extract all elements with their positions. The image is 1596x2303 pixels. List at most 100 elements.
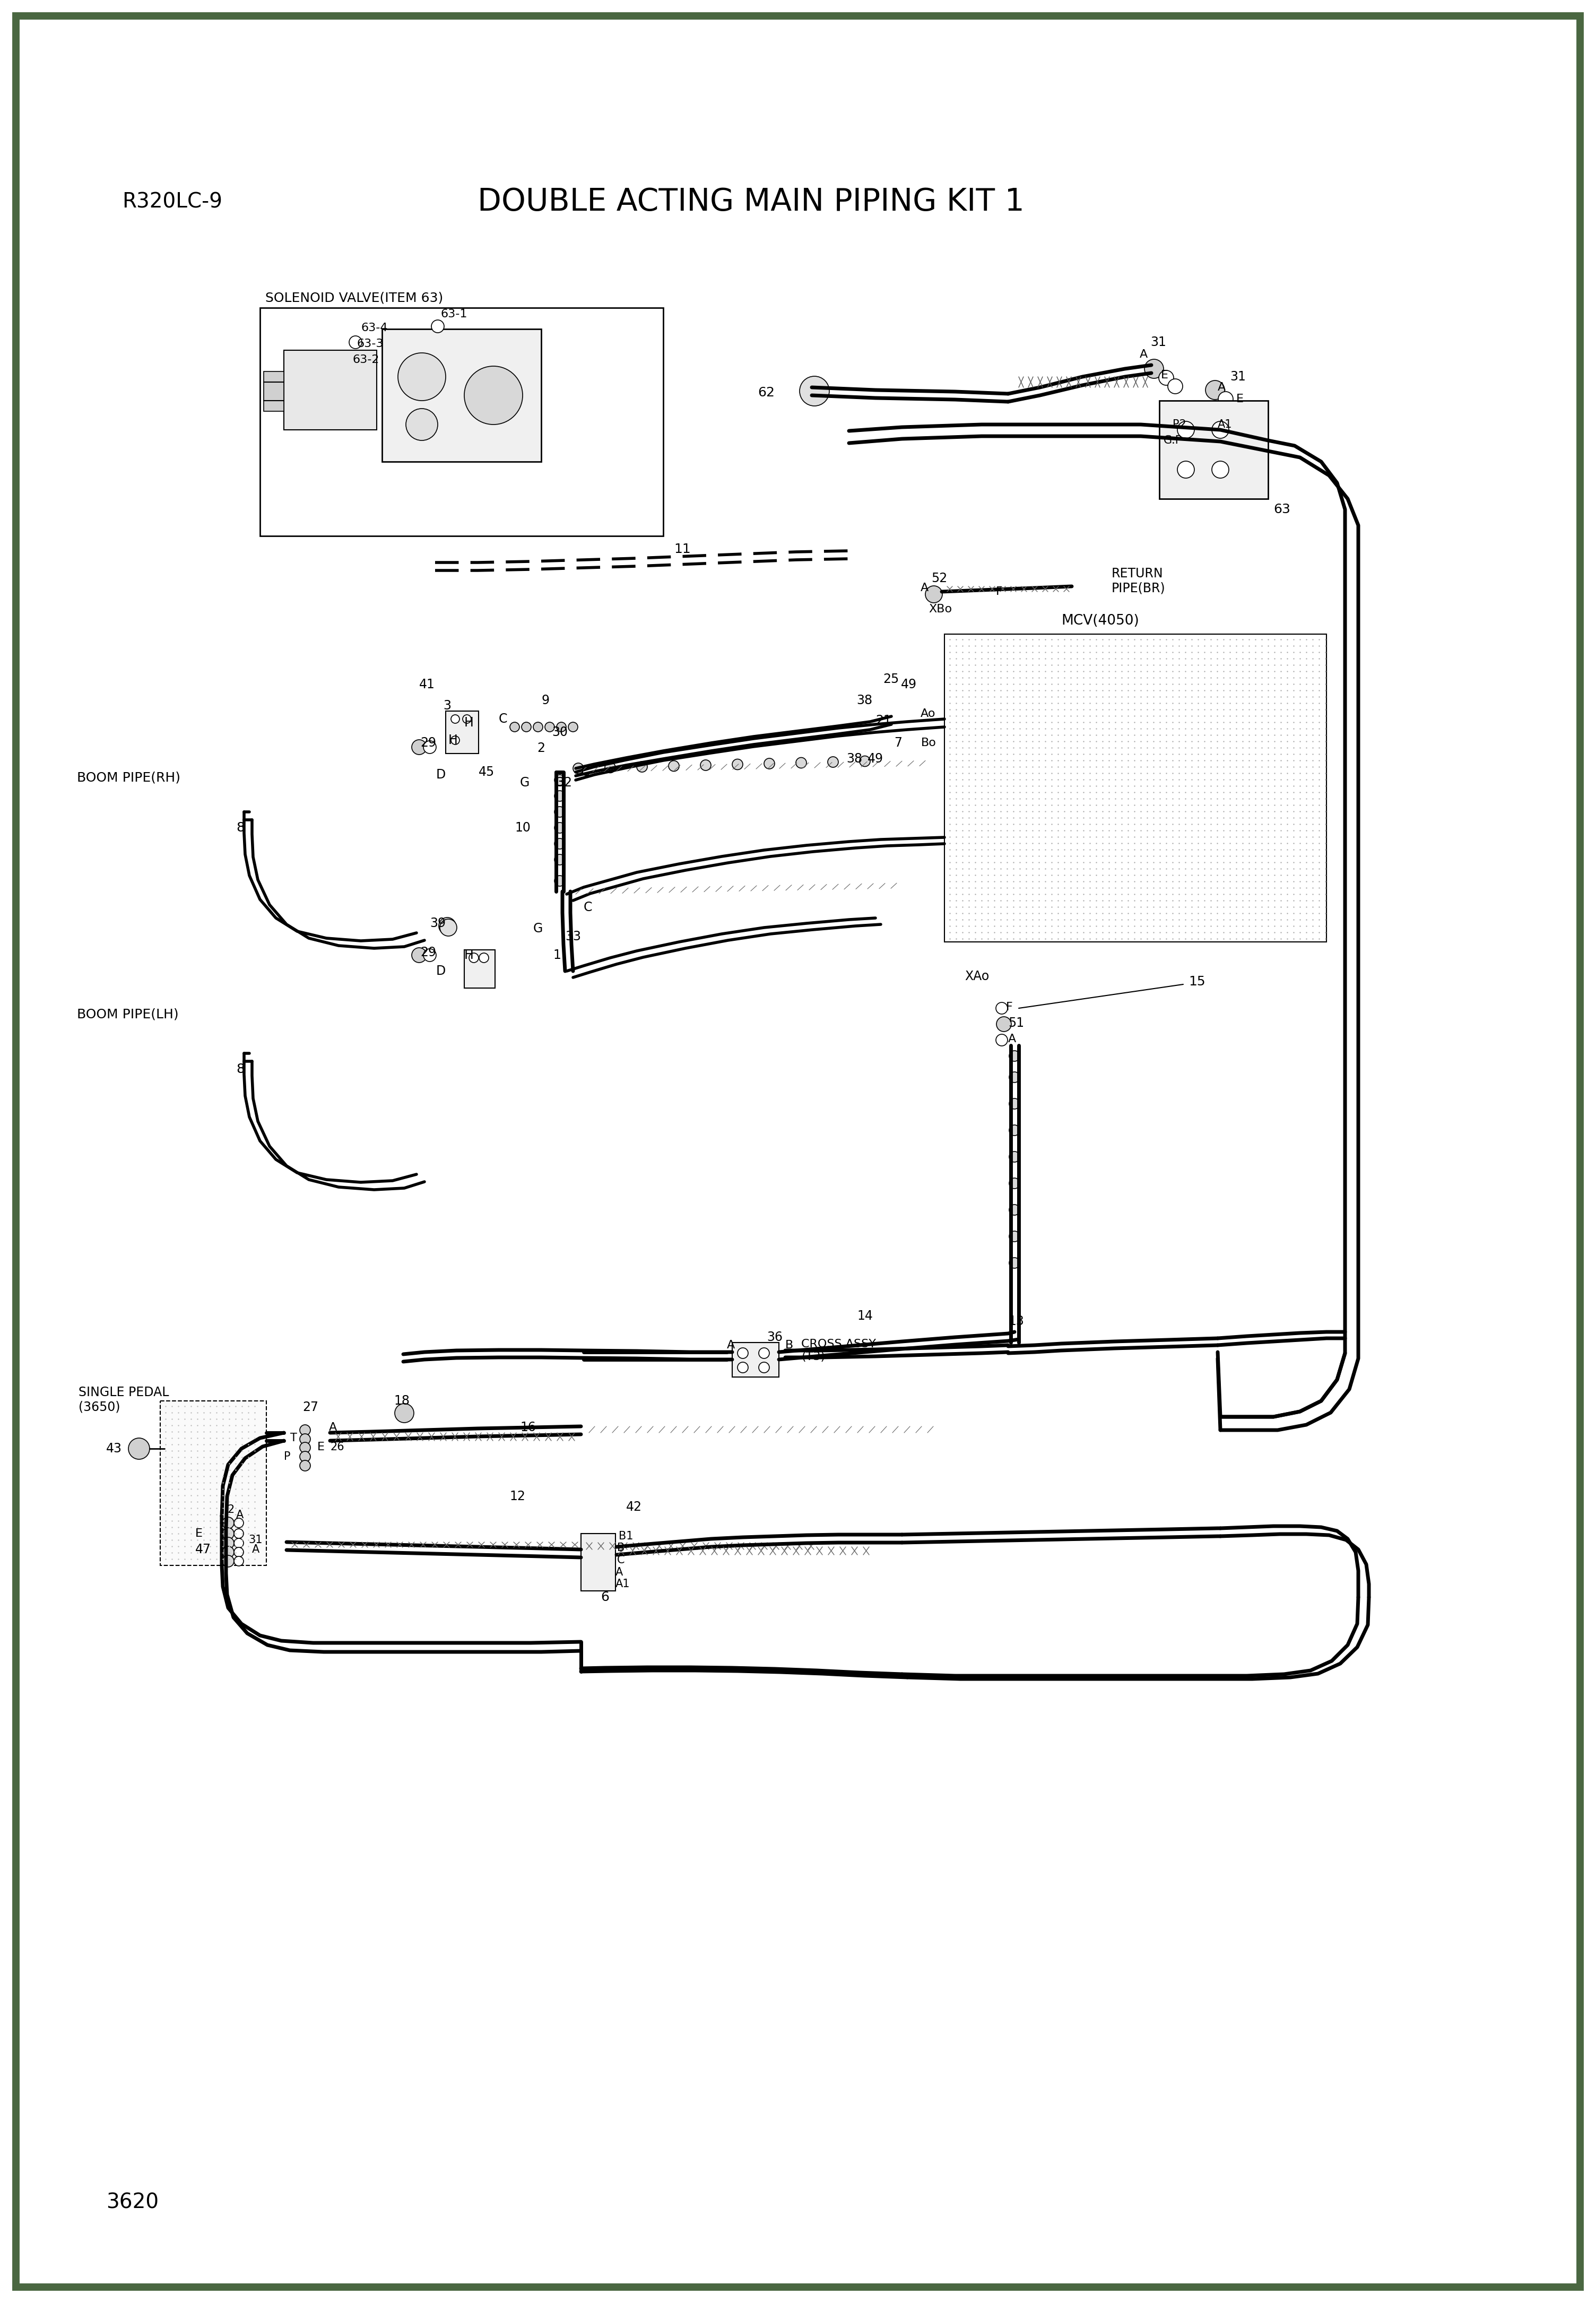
Text: 3620: 3620 xyxy=(105,2192,158,2213)
Text: D: D xyxy=(436,769,445,781)
Circle shape xyxy=(996,1016,1012,1032)
Circle shape xyxy=(350,336,362,348)
Text: C: C xyxy=(584,900,592,914)
Circle shape xyxy=(737,1361,749,1373)
Text: DOUBLE ACTING MAIN PIPING KIT 1: DOUBLE ACTING MAIN PIPING KIT 1 xyxy=(477,187,1025,216)
Circle shape xyxy=(1218,392,1234,405)
Text: 8: 8 xyxy=(236,822,244,834)
Circle shape xyxy=(554,790,565,801)
Circle shape xyxy=(828,758,838,767)
Circle shape xyxy=(452,714,460,723)
Circle shape xyxy=(300,1442,310,1453)
Circle shape xyxy=(423,742,436,753)
Text: 26: 26 xyxy=(330,1442,345,1453)
Text: E: E xyxy=(195,1529,203,1538)
Text: 1: 1 xyxy=(219,1515,225,1525)
Text: A: A xyxy=(1009,1034,1017,1043)
Circle shape xyxy=(544,723,554,732)
Text: 18: 18 xyxy=(394,1396,410,1407)
Text: 36: 36 xyxy=(766,1331,782,1343)
Circle shape xyxy=(554,822,565,834)
Text: SOLENOID VALVE(ITEM 63): SOLENOID VALVE(ITEM 63) xyxy=(265,292,444,304)
Circle shape xyxy=(1211,421,1229,438)
Text: Bo: Bo xyxy=(921,737,937,748)
Circle shape xyxy=(926,585,942,603)
Text: 63-3: 63-3 xyxy=(356,339,383,350)
Circle shape xyxy=(235,1538,244,1548)
Text: 63-4: 63-4 xyxy=(361,322,388,334)
Text: E: E xyxy=(318,1442,324,1453)
Circle shape xyxy=(1009,1050,1020,1062)
Text: A: A xyxy=(921,583,929,594)
Circle shape xyxy=(431,320,444,332)
Text: A: A xyxy=(329,1423,337,1432)
Circle shape xyxy=(469,953,479,963)
Text: 13: 13 xyxy=(1009,1315,1025,1327)
Circle shape xyxy=(1178,421,1194,438)
Text: 63-1: 63-1 xyxy=(440,309,468,320)
Text: A: A xyxy=(616,1566,622,1578)
Text: BOOM PIPE(RH): BOOM PIPE(RH) xyxy=(77,772,180,783)
Circle shape xyxy=(1144,359,1163,378)
Text: 49: 49 xyxy=(868,753,884,765)
Text: G.P: G.P xyxy=(1163,435,1183,447)
Circle shape xyxy=(1009,1257,1020,1269)
Text: 11: 11 xyxy=(674,544,691,555)
Circle shape xyxy=(764,758,774,769)
Text: E: E xyxy=(1237,394,1243,405)
Circle shape xyxy=(412,949,426,963)
Circle shape xyxy=(300,1451,310,1462)
Circle shape xyxy=(554,806,565,818)
Circle shape xyxy=(568,723,578,732)
Circle shape xyxy=(605,762,616,774)
Circle shape xyxy=(557,723,567,732)
Circle shape xyxy=(128,1437,150,1460)
Text: 47: 47 xyxy=(195,1543,211,1557)
Circle shape xyxy=(300,1460,310,1472)
Text: 42: 42 xyxy=(626,1502,642,1513)
Text: R320LC-9: R320LC-9 xyxy=(121,191,222,212)
Circle shape xyxy=(412,739,426,755)
Text: 6: 6 xyxy=(600,1591,610,1603)
Circle shape xyxy=(554,875,565,887)
Text: 9: 9 xyxy=(541,693,549,707)
Circle shape xyxy=(300,1435,310,1444)
Text: 31: 31 xyxy=(1231,371,1246,382)
Text: 51: 51 xyxy=(1009,1016,1025,1029)
Circle shape xyxy=(522,723,531,732)
Circle shape xyxy=(1205,380,1224,401)
Circle shape xyxy=(300,1426,310,1435)
Circle shape xyxy=(235,1548,244,1557)
Circle shape xyxy=(1009,1099,1020,1110)
Text: F: F xyxy=(1005,1002,1013,1013)
Circle shape xyxy=(1211,461,1229,479)
Text: 38: 38 xyxy=(846,753,862,765)
Bar xyxy=(1159,401,1269,500)
Circle shape xyxy=(996,1002,1007,1013)
Circle shape xyxy=(439,917,456,935)
Circle shape xyxy=(235,1529,244,1538)
Circle shape xyxy=(1168,380,1183,394)
Circle shape xyxy=(1159,371,1173,385)
Circle shape xyxy=(1009,1124,1020,1135)
Circle shape xyxy=(758,1361,769,1373)
Text: 41: 41 xyxy=(420,677,436,691)
Text: 30: 30 xyxy=(552,725,568,739)
Circle shape xyxy=(733,760,742,769)
Text: 29: 29 xyxy=(420,737,436,748)
Bar xyxy=(464,949,495,988)
Text: 49: 49 xyxy=(900,677,916,691)
Circle shape xyxy=(463,714,471,723)
Circle shape xyxy=(464,366,522,424)
Text: RETURN
PIPE(BR): RETURN PIPE(BR) xyxy=(1111,567,1165,594)
Circle shape xyxy=(397,352,445,401)
Text: A: A xyxy=(236,1511,244,1520)
Text: 43: 43 xyxy=(105,1442,121,1455)
Text: 39: 39 xyxy=(429,917,445,930)
Circle shape xyxy=(554,774,565,785)
Text: H: H xyxy=(464,716,474,730)
Text: P2: P2 xyxy=(1173,419,1186,431)
Text: Ao: Ao xyxy=(921,709,935,719)
Circle shape xyxy=(669,760,680,772)
Text: D: D xyxy=(436,965,445,976)
